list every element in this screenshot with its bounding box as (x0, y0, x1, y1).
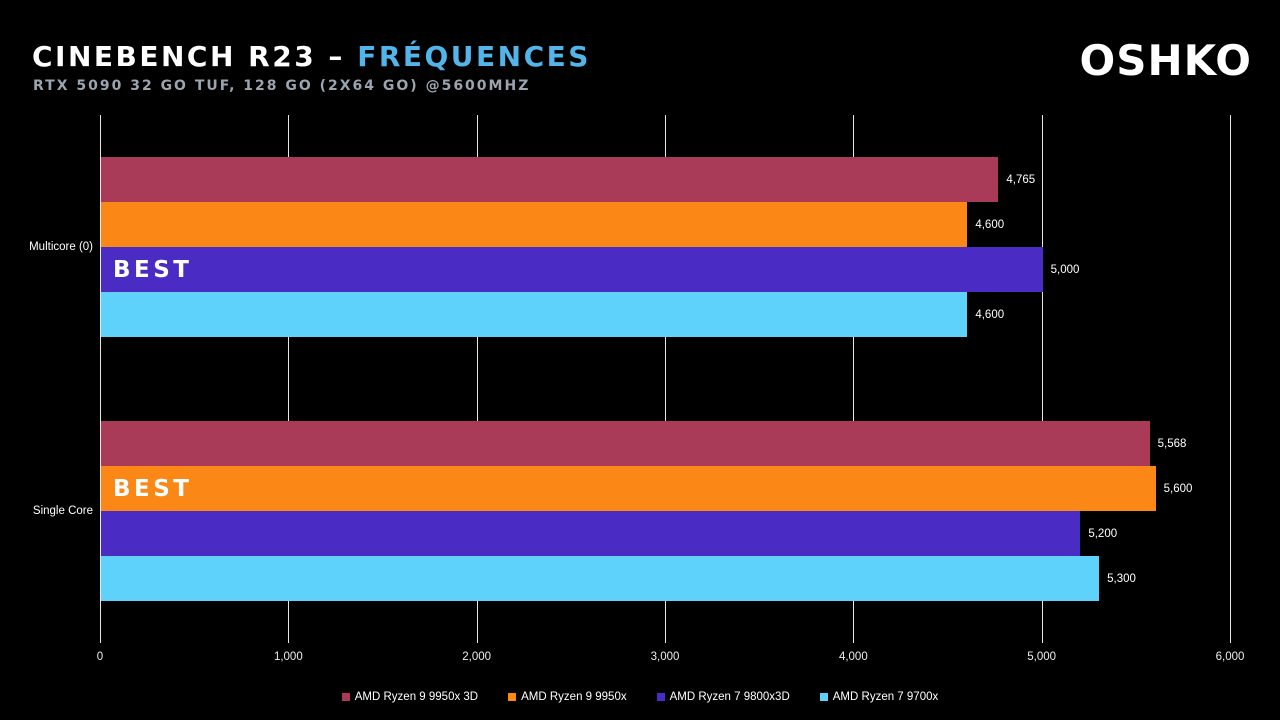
legend-swatch (341, 693, 350, 701)
category-axis: Multicore (0) Single Core (0, 115, 93, 643)
best-annotation: BEST (113, 475, 193, 502)
bar-value-label: 4,600 (975, 308, 1005, 321)
gridline (853, 115, 855, 643)
page-title-accent: FRÉQUENCES (357, 40, 591, 73)
bar-single-core-3 (101, 511, 1081, 556)
bar-value-label: 5,600 (1163, 482, 1193, 495)
legend-swatch (819, 693, 828, 701)
legend-item: AMD Ryzen 9 9950x (508, 691, 627, 703)
page-title: CINEBENCH R23 – FRÉQUENCES (32, 40, 591, 73)
bar-multicore-0--1 (101, 157, 999, 202)
x-tick-label: 0 (96, 651, 104, 663)
plot-area: 4,765 4,600 5,000 4,600 5,568 5,600 5,200 5,300… (100, 115, 1231, 643)
page-subtitle: RTX 5090 32 GO TUF, 128 GO (2X64 GO) @56… (33, 78, 531, 94)
gridline (476, 115, 478, 643)
bar-multicore-0--3 (101, 247, 1043, 292)
legend-swatch (656, 693, 665, 701)
legend-label: AMD Ryzen 7 9700x (832, 691, 939, 703)
legend-item: AMD Ryzen 7 9800x3D (656, 691, 790, 703)
x-tick-label: 1,000 (273, 651, 303, 663)
bar-value-label: 5,568 (1157, 437, 1187, 450)
category-label: Single Core (32, 505, 93, 517)
x-tick-label: 5,000 (1027, 651, 1057, 663)
legend-label: AMD Ryzen 9 9950x 3D (354, 691, 479, 703)
bar-value-label: 4,600 (975, 218, 1005, 231)
bar-value-label: 5,000 (1050, 263, 1080, 276)
x-tick-label: 3,000 (650, 651, 680, 663)
x-tick-label: 2,000 (462, 651, 492, 663)
bar-multicore-0--4 (101, 292, 968, 337)
bar-value-label: 5,200 (1088, 527, 1118, 540)
x-tick-label: 4,000 (838, 651, 868, 663)
gridline (288, 115, 290, 643)
best-annotation: BEST (113, 256, 193, 283)
brand-logo: OSHKO (1079, 36, 1252, 85)
gridline (1041, 115, 1043, 643)
x-tick-label: 6,000 (1215, 651, 1245, 663)
bar-single-core-2 (101, 466, 1156, 511)
gridline (100, 115, 101, 643)
bar-multicore-0--2 (101, 202, 968, 247)
legend-label: AMD Ryzen 9 9950x (521, 691, 627, 703)
bar-value-label: 5,300 (1107, 572, 1136, 585)
gridline (1230, 115, 1231, 643)
legend-item: AMD Ryzen 9 9950x 3D (341, 691, 479, 703)
legend-label: AMD Ryzen 7 9800x3D (669, 691, 790, 703)
x-axis: 0 1,000 2,000 3,000 4,000 5,000 6,000 (96, 651, 1245, 669)
bar-value-label: 4,765 (1006, 173, 1036, 186)
page-title-main: CINEBENCH R23 – (32, 40, 358, 73)
category-label: Multicore (0) (29, 241, 93, 253)
legend-item: AMD Ryzen 7 9700x (819, 691, 939, 703)
gridline (665, 115, 666, 643)
bar-single-core-4 (101, 556, 1100, 601)
legend: AMD Ryzen 9 9950x 3D AMD Ryzen 9 9950x AMD… (0, 691, 1280, 703)
bar-single-core-1 (101, 421, 1150, 466)
legend-swatch (508, 693, 517, 701)
